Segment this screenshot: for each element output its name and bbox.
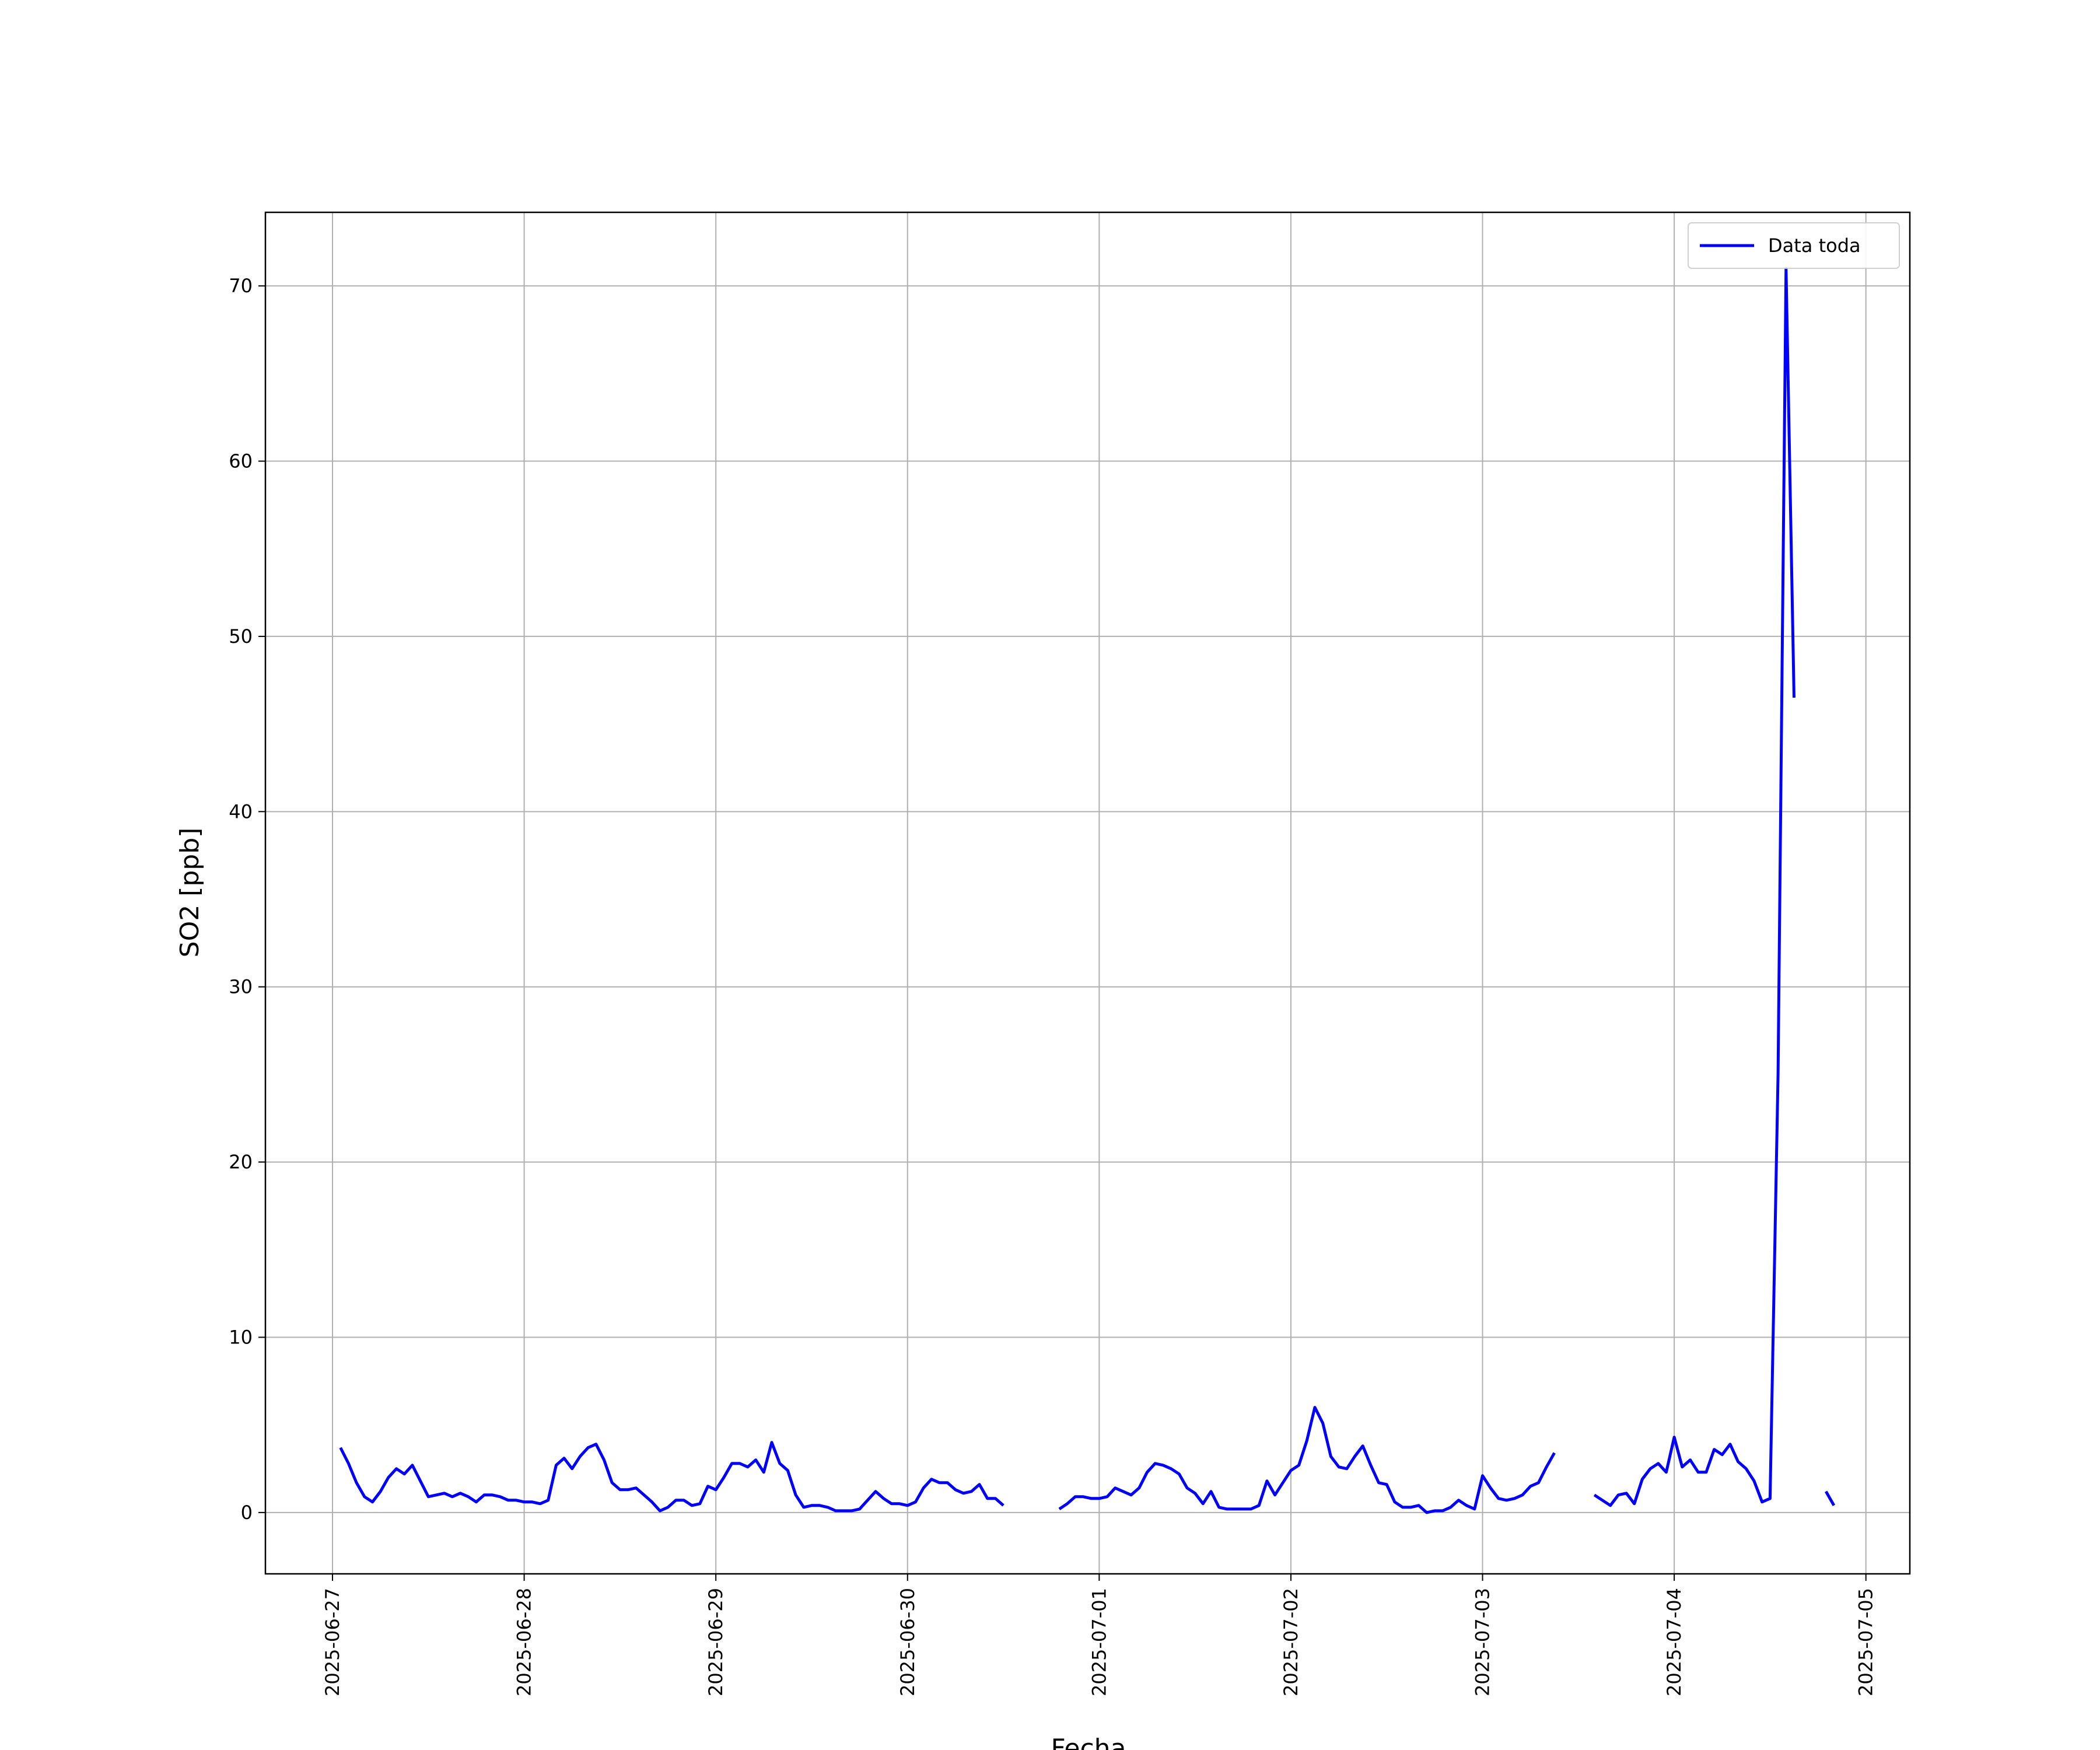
y-axis-label: SO2 [ppb] [175, 828, 205, 958]
x-tick-label: 2025-07-01 [1088, 1588, 1110, 1696]
x-tick-label: 2025-07-04 [1663, 1588, 1685, 1696]
plot-frame [264, 211, 1911, 1575]
x-axis-label: Fecha [1051, 1734, 1126, 1750]
x-tick-label: 2025-07-03 [1472, 1588, 1494, 1696]
y-tick-label: 70 [229, 275, 253, 297]
x-tick-label: 2025-07-02 [1280, 1588, 1302, 1696]
y-tick-label: 40 [229, 800, 253, 822]
x-tick-label: 2025-06-29 [705, 1588, 727, 1696]
legend-label: Data toda [1768, 235, 1861, 257]
data-line [339, 267, 1836, 1514]
y-tick-label: 50 [229, 625, 253, 648]
x-tick-label: 2025-07-05 [1855, 1588, 1877, 1696]
y-tick-label: 20 [229, 1151, 253, 1173]
x-tick-label: 2025-06-28 [513, 1588, 536, 1696]
x-tick-label: 2025-06-27 [321, 1588, 344, 1696]
legend-box [1688, 222, 1900, 269]
x-tick-label: 2025-06-30 [897, 1588, 919, 1696]
y-tick-label: 30 [229, 976, 253, 998]
y-tick-label: 10 [229, 1326, 253, 1348]
y-tick-label: 0 [241, 1502, 253, 1524]
y-tick-label: 60 [229, 450, 253, 473]
